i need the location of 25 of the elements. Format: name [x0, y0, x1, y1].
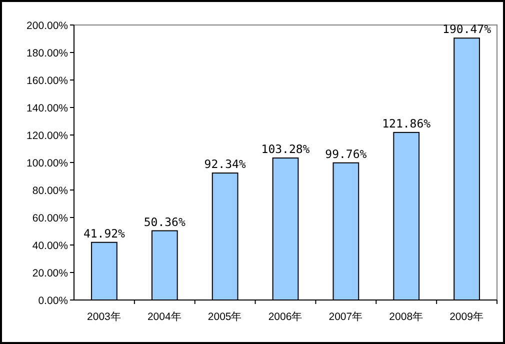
- data-label: 92.34%: [204, 157, 246, 172]
- y-tick-label: 140.00%: [26, 102, 68, 114]
- data-label: 103.28%: [261, 142, 310, 156]
- x-tick-label: 2005年: [208, 311, 242, 323]
- y-tick-label: 120.00%: [26, 130, 68, 142]
- y-tick-label: 60.00%: [32, 212, 68, 224]
- y-tick-label: 200.00%: [26, 20, 68, 32]
- x-tick-label: 2007年: [328, 311, 364, 323]
- x-tick-label: 2004年: [147, 311, 182, 323]
- x-tick-label: 2006年: [268, 311, 303, 323]
- data-label: 99.76%: [325, 146, 367, 161]
- y-tick-label: 100.00%: [26, 158, 68, 170]
- y-tick-label: 80.00%: [32, 185, 68, 197]
- y-tick-label: 0.00%: [38, 295, 68, 307]
- x-tick-label: 2009年: [450, 311, 484, 323]
- data-label: 41.92%: [83, 226, 126, 240]
- data-label: 50.36%: [144, 214, 186, 229]
- y-tick-label: 160.00%: [26, 75, 68, 87]
- data-label: 190.47%: [442, 22, 492, 36]
- y-tick-label: 20.00%: [32, 268, 68, 280]
- x-tick-label: 2003年: [87, 311, 122, 323]
- y-tick-label: 180.00%: [26, 48, 68, 60]
- y-tick-label: 40.00%: [32, 240, 68, 252]
- data-label: 121.86%: [382, 116, 431, 130]
- x-tick-label: 2008年: [389, 311, 424, 323]
